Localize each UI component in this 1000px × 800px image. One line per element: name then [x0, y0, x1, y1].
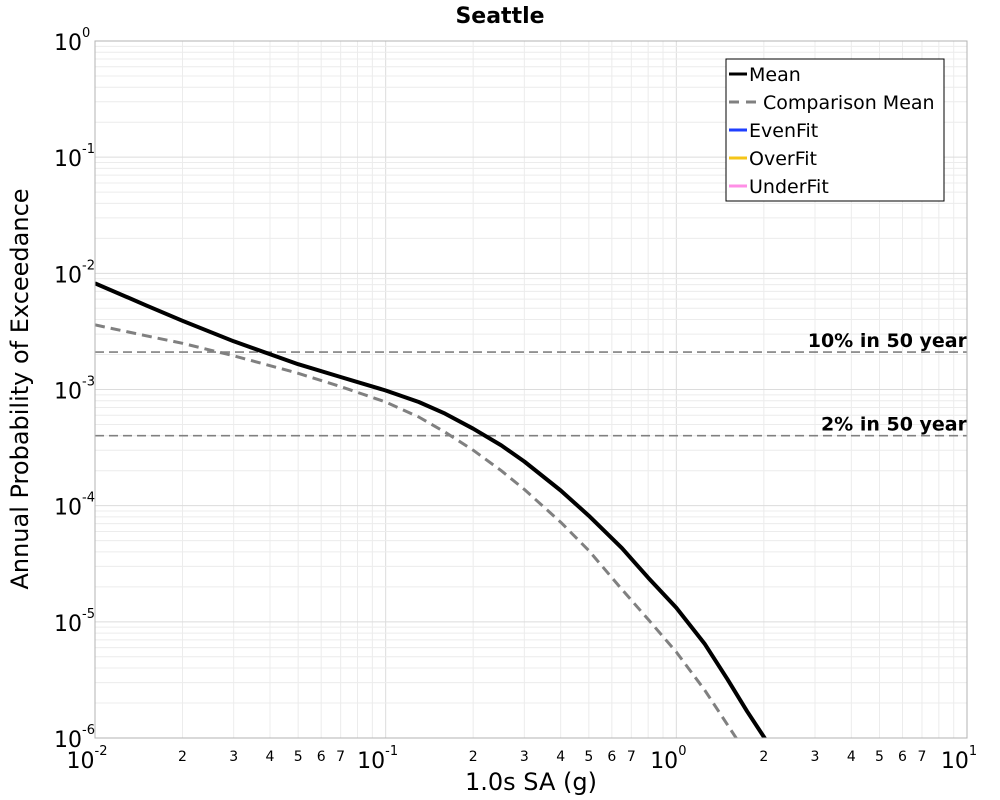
chart-title: Seattle [455, 4, 544, 29]
y-tick-exponent: -3 [82, 375, 95, 390]
plot-frame [94, 40, 968, 739]
y-tick-base: 10 [54, 263, 82, 288]
y-axis-label: Annual Probability of Exceedance [6, 188, 34, 589]
x-minor-tick-label: 4 [847, 749, 856, 765]
y-tick-label: 10-3 [54, 375, 95, 405]
x-tick-base: 10 [650, 749, 678, 774]
x-minor-tick-label: 4 [266, 749, 275, 765]
x-minor-tick-label: 3 [229, 749, 238, 765]
y-tick-label: 10-1 [54, 142, 95, 172]
x-minor-tick-label: 6 [607, 749, 616, 765]
legend-label: Comparison Mean [763, 92, 935, 114]
x-minor-tick-label: 4 [556, 749, 565, 765]
x-tick-label: 101 [941, 744, 977, 774]
x-tick-label: 10-1 [357, 744, 398, 774]
legend-label: Mean [749, 64, 801, 86]
y-tick-base: 10 [54, 728, 82, 753]
y-tick-exponent: -5 [82, 607, 95, 622]
x-tick-exponent: 0 [678, 744, 686, 759]
legend-box [725, 58, 945, 202]
y-tick-label: 10-5 [54, 607, 95, 637]
x-minor-tick-label: 5 [875, 749, 884, 765]
x-minor-tick-label: 5 [584, 749, 593, 765]
x-axis-label: 1.0s SA (g) [465, 768, 597, 796]
y-tick-label: 10-6 [54, 723, 95, 753]
x-minor-tick-label: 2 [759, 749, 768, 765]
x-tick-exponent: 1 [969, 744, 977, 759]
x-minor-tick-label: 2 [178, 749, 187, 765]
x-tick-label: 10-2 [67, 744, 108, 774]
x-tick-base: 10 [67, 749, 95, 774]
legend-label: OverFit [749, 148, 817, 170]
series-line-comparison-mean [95, 323, 738, 738]
y-tick-exponent: 0 [82, 26, 90, 41]
reference-line-label: 10% in 50 year [808, 330, 968, 352]
x-minor-tick-label: 7 [627, 749, 636, 765]
y-tick-label: 10-2 [54, 258, 95, 288]
y-tick-exponent: -2 [82, 258, 95, 273]
y-tick-label: 10-4 [54, 491, 95, 521]
x-tick-label: 100 [650, 744, 686, 774]
y-tick-base: 10 [54, 380, 82, 405]
y-tick-base: 10 [54, 31, 82, 56]
x-tick-base: 10 [941, 749, 969, 774]
x-minor-tick-label: 6 [898, 749, 907, 765]
y-tick-base: 10 [54, 496, 82, 521]
x-minor-tick-label: 7 [336, 749, 345, 765]
y-tick-exponent: -1 [82, 142, 95, 157]
x-minor-tick-label: 3 [520, 749, 529, 765]
x-minor-tick-label: 2 [469, 749, 478, 765]
x-minor-tick-label: 3 [811, 749, 820, 765]
y-tick-exponent: -6 [82, 723, 95, 738]
series-line-mean [95, 281, 768, 738]
reference-lines: 10% in 50 year 2% in 50 year [95, 330, 968, 437]
x-tick-base: 10 [357, 749, 385, 774]
grid [94, 41, 967, 739]
x-tick-exponent: -1 [385, 744, 398, 759]
legend-label: EvenFit [749, 120, 818, 142]
y-tick-base: 10 [54, 612, 82, 637]
reference-line-label: 2% in 50 year [821, 414, 968, 436]
x-minor-tick-label: 5 [294, 749, 303, 765]
x-tick-exponent: -2 [95, 744, 108, 759]
y-tick-label: 100 [54, 26, 90, 56]
legend-label: UnderFit [749, 176, 829, 198]
y-tick-exponent: -4 [82, 491, 95, 506]
x-minor-tick-label: 7 [918, 749, 927, 765]
x-minor-tick-label: 6 [317, 749, 326, 765]
series-lines [95, 281, 768, 738]
y-tick-base: 10 [54, 147, 82, 172]
legend: Mean Comparison Mean EvenFit OverFit UnderFi… [725, 58, 945, 202]
